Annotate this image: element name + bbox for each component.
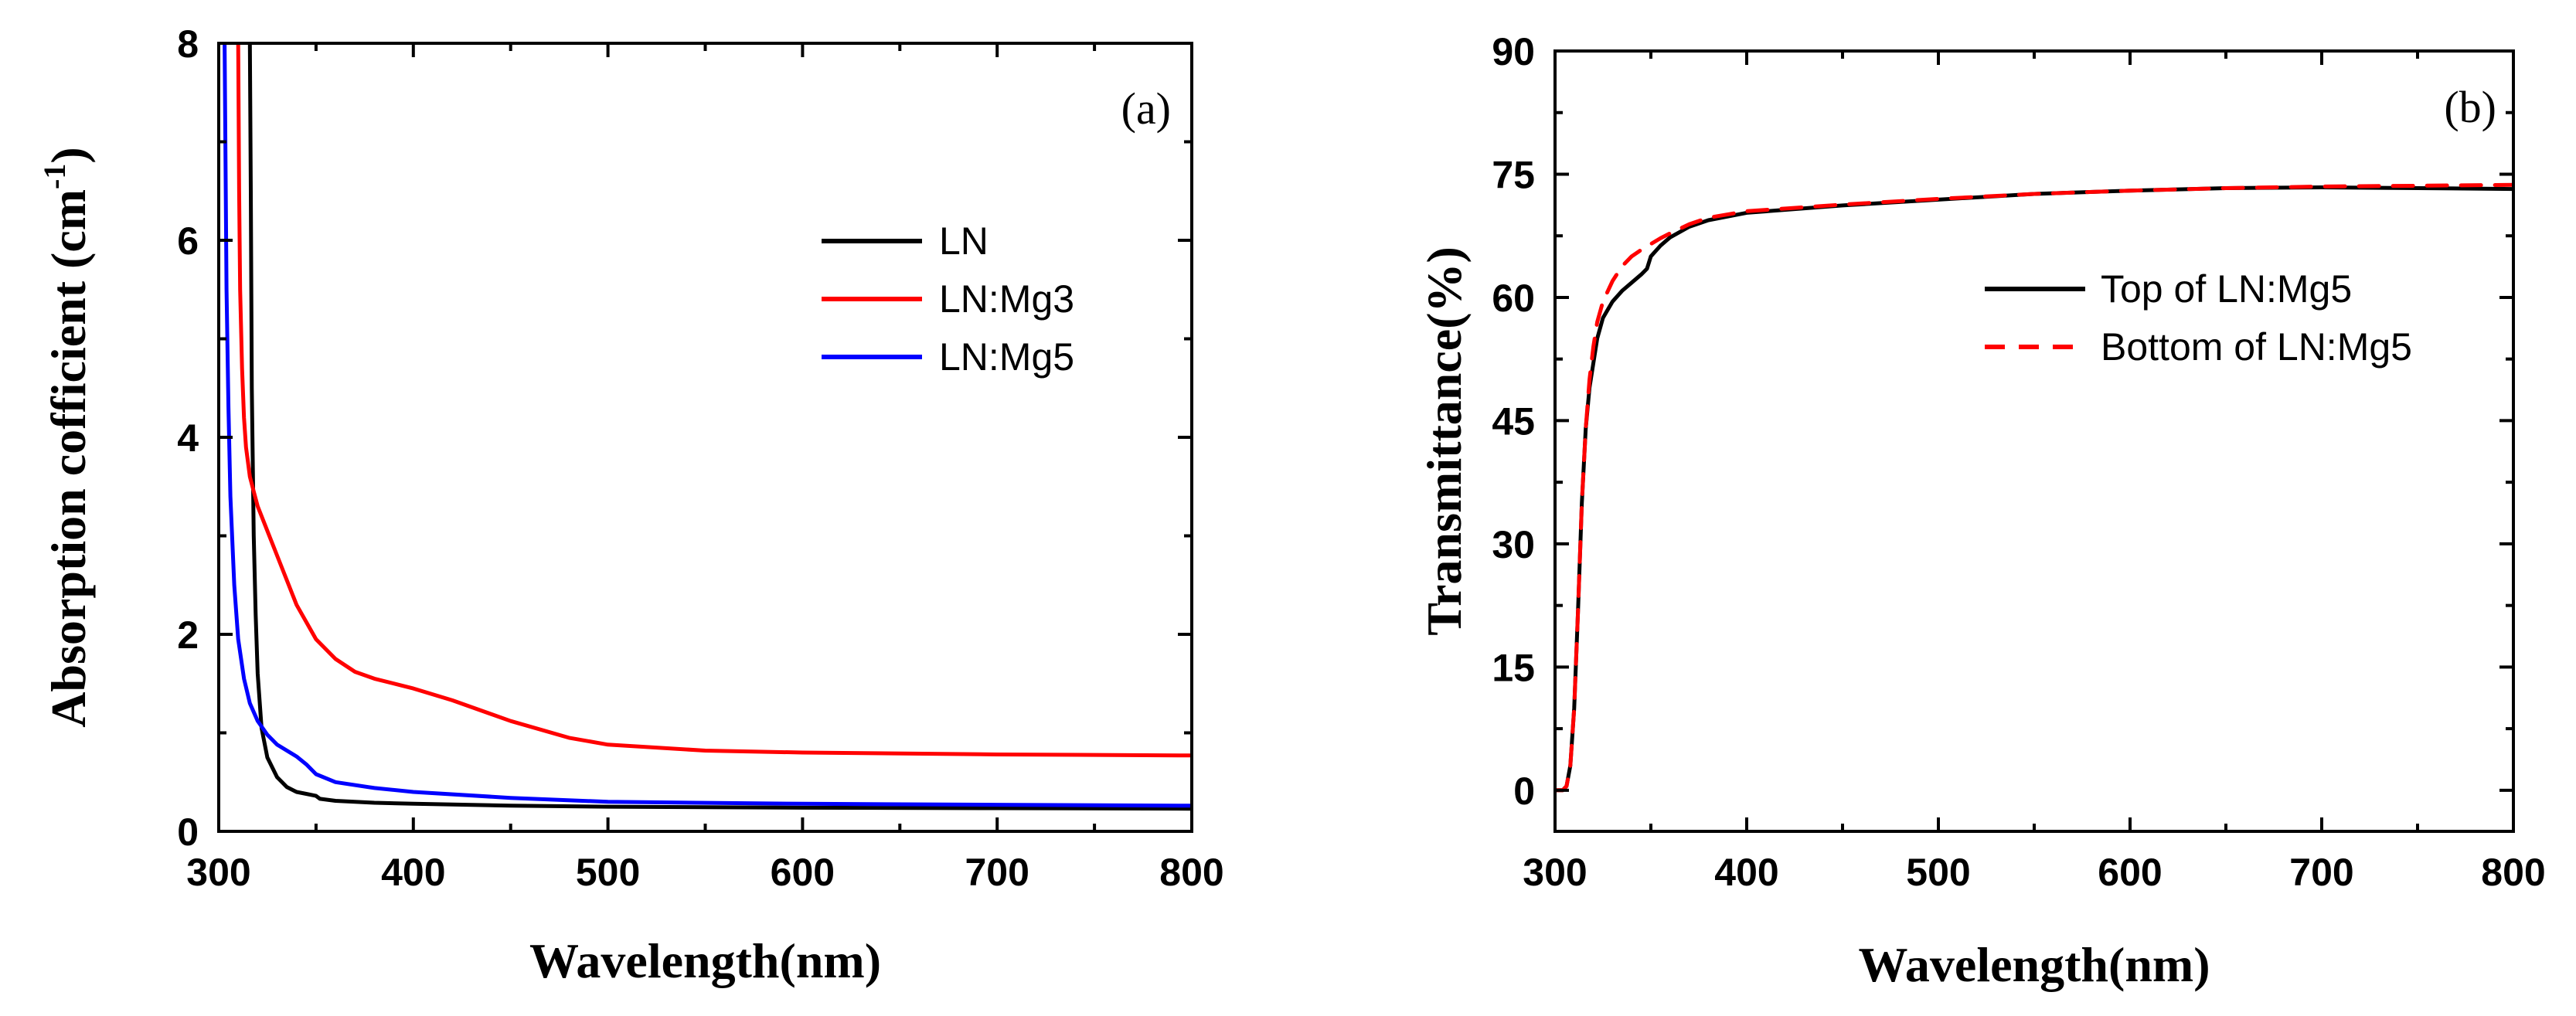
panel-a-legend: LN LN:Mg3 LN:Mg5 xyxy=(822,219,1074,379)
panel-a-legend-label-ln: LN xyxy=(939,219,989,263)
panel-b-legend-label-top-of-ln-mg5: Top of LN:Mg5 xyxy=(2101,267,2352,311)
panel-b-plot-frame xyxy=(1553,49,2515,833)
panel-b-transmittance-chart: 300 400 500 600 700 800 0 15 30 45 60 75 90 (b) Wave… xyxy=(1417,30,2546,992)
panel-a-x-tick-label: 500 xyxy=(576,851,640,894)
panel-a-y-axis-title-superscript: -1 xyxy=(37,164,72,189)
panel-b-legend-label-bottom-of-ln-mg5: Bottom of LN:Mg5 xyxy=(2101,325,2412,369)
panel-a-ticks: 300 400 500 600 700 800 0 2 4 6 8 xyxy=(177,22,1224,894)
panel-a-series-ln xyxy=(247,43,1192,811)
panel-b-y-tick-label: 0 xyxy=(1513,770,1535,813)
panel-b-y-tick-label: 75 xyxy=(1492,153,1535,196)
panel-a-x-axis-title: Wavelength(nm) xyxy=(529,933,881,988)
panel-a-legend-label-ln-mg3: LN:Mg3 xyxy=(939,277,1074,321)
panel-b-y-tick-label: 90 xyxy=(1492,30,1535,73)
panel-a-x-tick-label: 400 xyxy=(381,851,445,894)
panel-b-series-lines xyxy=(1555,182,2513,793)
panel-b-y-tick-label: 30 xyxy=(1492,523,1535,566)
panel-a-absorption-chart: 300 400 500 600 700 800 0 2 4 6 8 (a) Wavelength(n… xyxy=(37,22,1224,988)
panel-a-label: (a) xyxy=(1121,83,1171,134)
panel-a-x-tick-label: 300 xyxy=(186,851,250,894)
panel-a-x-tick-label: 700 xyxy=(965,851,1029,894)
panel-a-y-axis-title-main: Absorption cofficient (cm xyxy=(41,189,96,728)
panel-a-series-ln-mg5 xyxy=(223,43,1192,808)
panel-a-y-tick-label: 0 xyxy=(177,810,199,854)
panel-a-plot-frame xyxy=(217,42,1193,833)
panel-a-x-tick-label: 800 xyxy=(1159,851,1223,894)
panel-b-y-tick-label: 45 xyxy=(1492,399,1535,443)
panel-b-y-tick-label: 15 xyxy=(1492,646,1535,689)
panel-b-x-tick-label: 600 xyxy=(2098,851,2162,894)
panel-a-legend-label-ln-mg5: LN:Mg5 xyxy=(939,335,1074,379)
panel-a-y-tick-label: 6 xyxy=(177,219,199,263)
panel-b-series-bottom-of-ln-mg5 xyxy=(1555,182,2513,793)
panel-a-y-axis-title-close: ) xyxy=(41,147,96,163)
panel-a-y-axis-title: Absorption cofficient (cm-1) xyxy=(37,147,96,727)
panel-b-x-tick-label: 700 xyxy=(2289,851,2353,894)
panel-b-ticks: 300 400 500 600 700 800 0 15 30 45 60 75 90 xyxy=(1492,30,2545,894)
panel-b-legend: Top of LN:Mg5 Bottom of LN:Mg5 xyxy=(1985,267,2412,369)
panel-a-x-tick-label: 600 xyxy=(771,851,835,894)
panel-b-label: (b) xyxy=(2444,82,2496,132)
panel-b-series-top-of-ln-mg5 xyxy=(1555,185,2513,793)
panel-b-x-axis-title: Wavelength(nm) xyxy=(1858,937,2210,992)
panel-b-y-axis-title: Transmittance(%) xyxy=(1417,246,1472,636)
panel-b-y-tick-label: 60 xyxy=(1492,277,1535,320)
panel-a-y-tick-label: 4 xyxy=(177,416,199,460)
panel-b-x-tick-label: 400 xyxy=(1714,851,1778,894)
panel-b-x-tick-label: 500 xyxy=(1906,851,1970,894)
panel-a-series-lines xyxy=(223,43,1192,811)
panel-a-y-tick-label: 2 xyxy=(177,613,199,657)
panel-b-x-tick-label: 800 xyxy=(2481,851,2545,894)
panel-b-x-tick-label: 300 xyxy=(1523,851,1587,894)
panel-a-series-ln-mg3 xyxy=(236,43,1192,758)
panel-a-y-tick-label: 8 xyxy=(177,22,199,66)
